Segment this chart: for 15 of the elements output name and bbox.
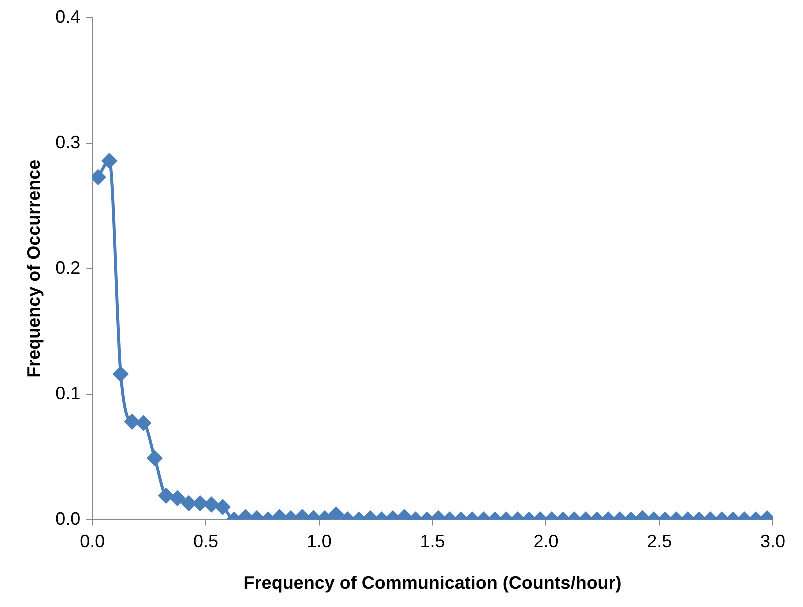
x-tick-label: 0.5	[194, 532, 219, 552]
y-tick-label: 0.2	[56, 258, 81, 278]
y-tick-label: 0.0	[56, 508, 81, 529]
x-tick-label: 1.0	[306, 532, 332, 552]
y-tick-label: 0.3	[56, 132, 81, 152]
y-tick-label: 0.4	[56, 6, 81, 27]
x-tick-label: 1.5	[420, 532, 446, 552]
x-tick-label: 3.0	[760, 532, 786, 552]
y-axis-title: Frequency of Occurrence	[24, 160, 44, 378]
x-axis-title: Frequency of Communication (Counts/hour)	[244, 573, 622, 594]
x-tick-label: 2.5	[647, 532, 672, 552]
x-tick-label: 2.0	[534, 532, 559, 552]
y-tick-label: 0.1	[56, 383, 81, 404]
point	[102, 154, 118, 169]
x-tick-label: 0.0	[80, 532, 106, 552]
